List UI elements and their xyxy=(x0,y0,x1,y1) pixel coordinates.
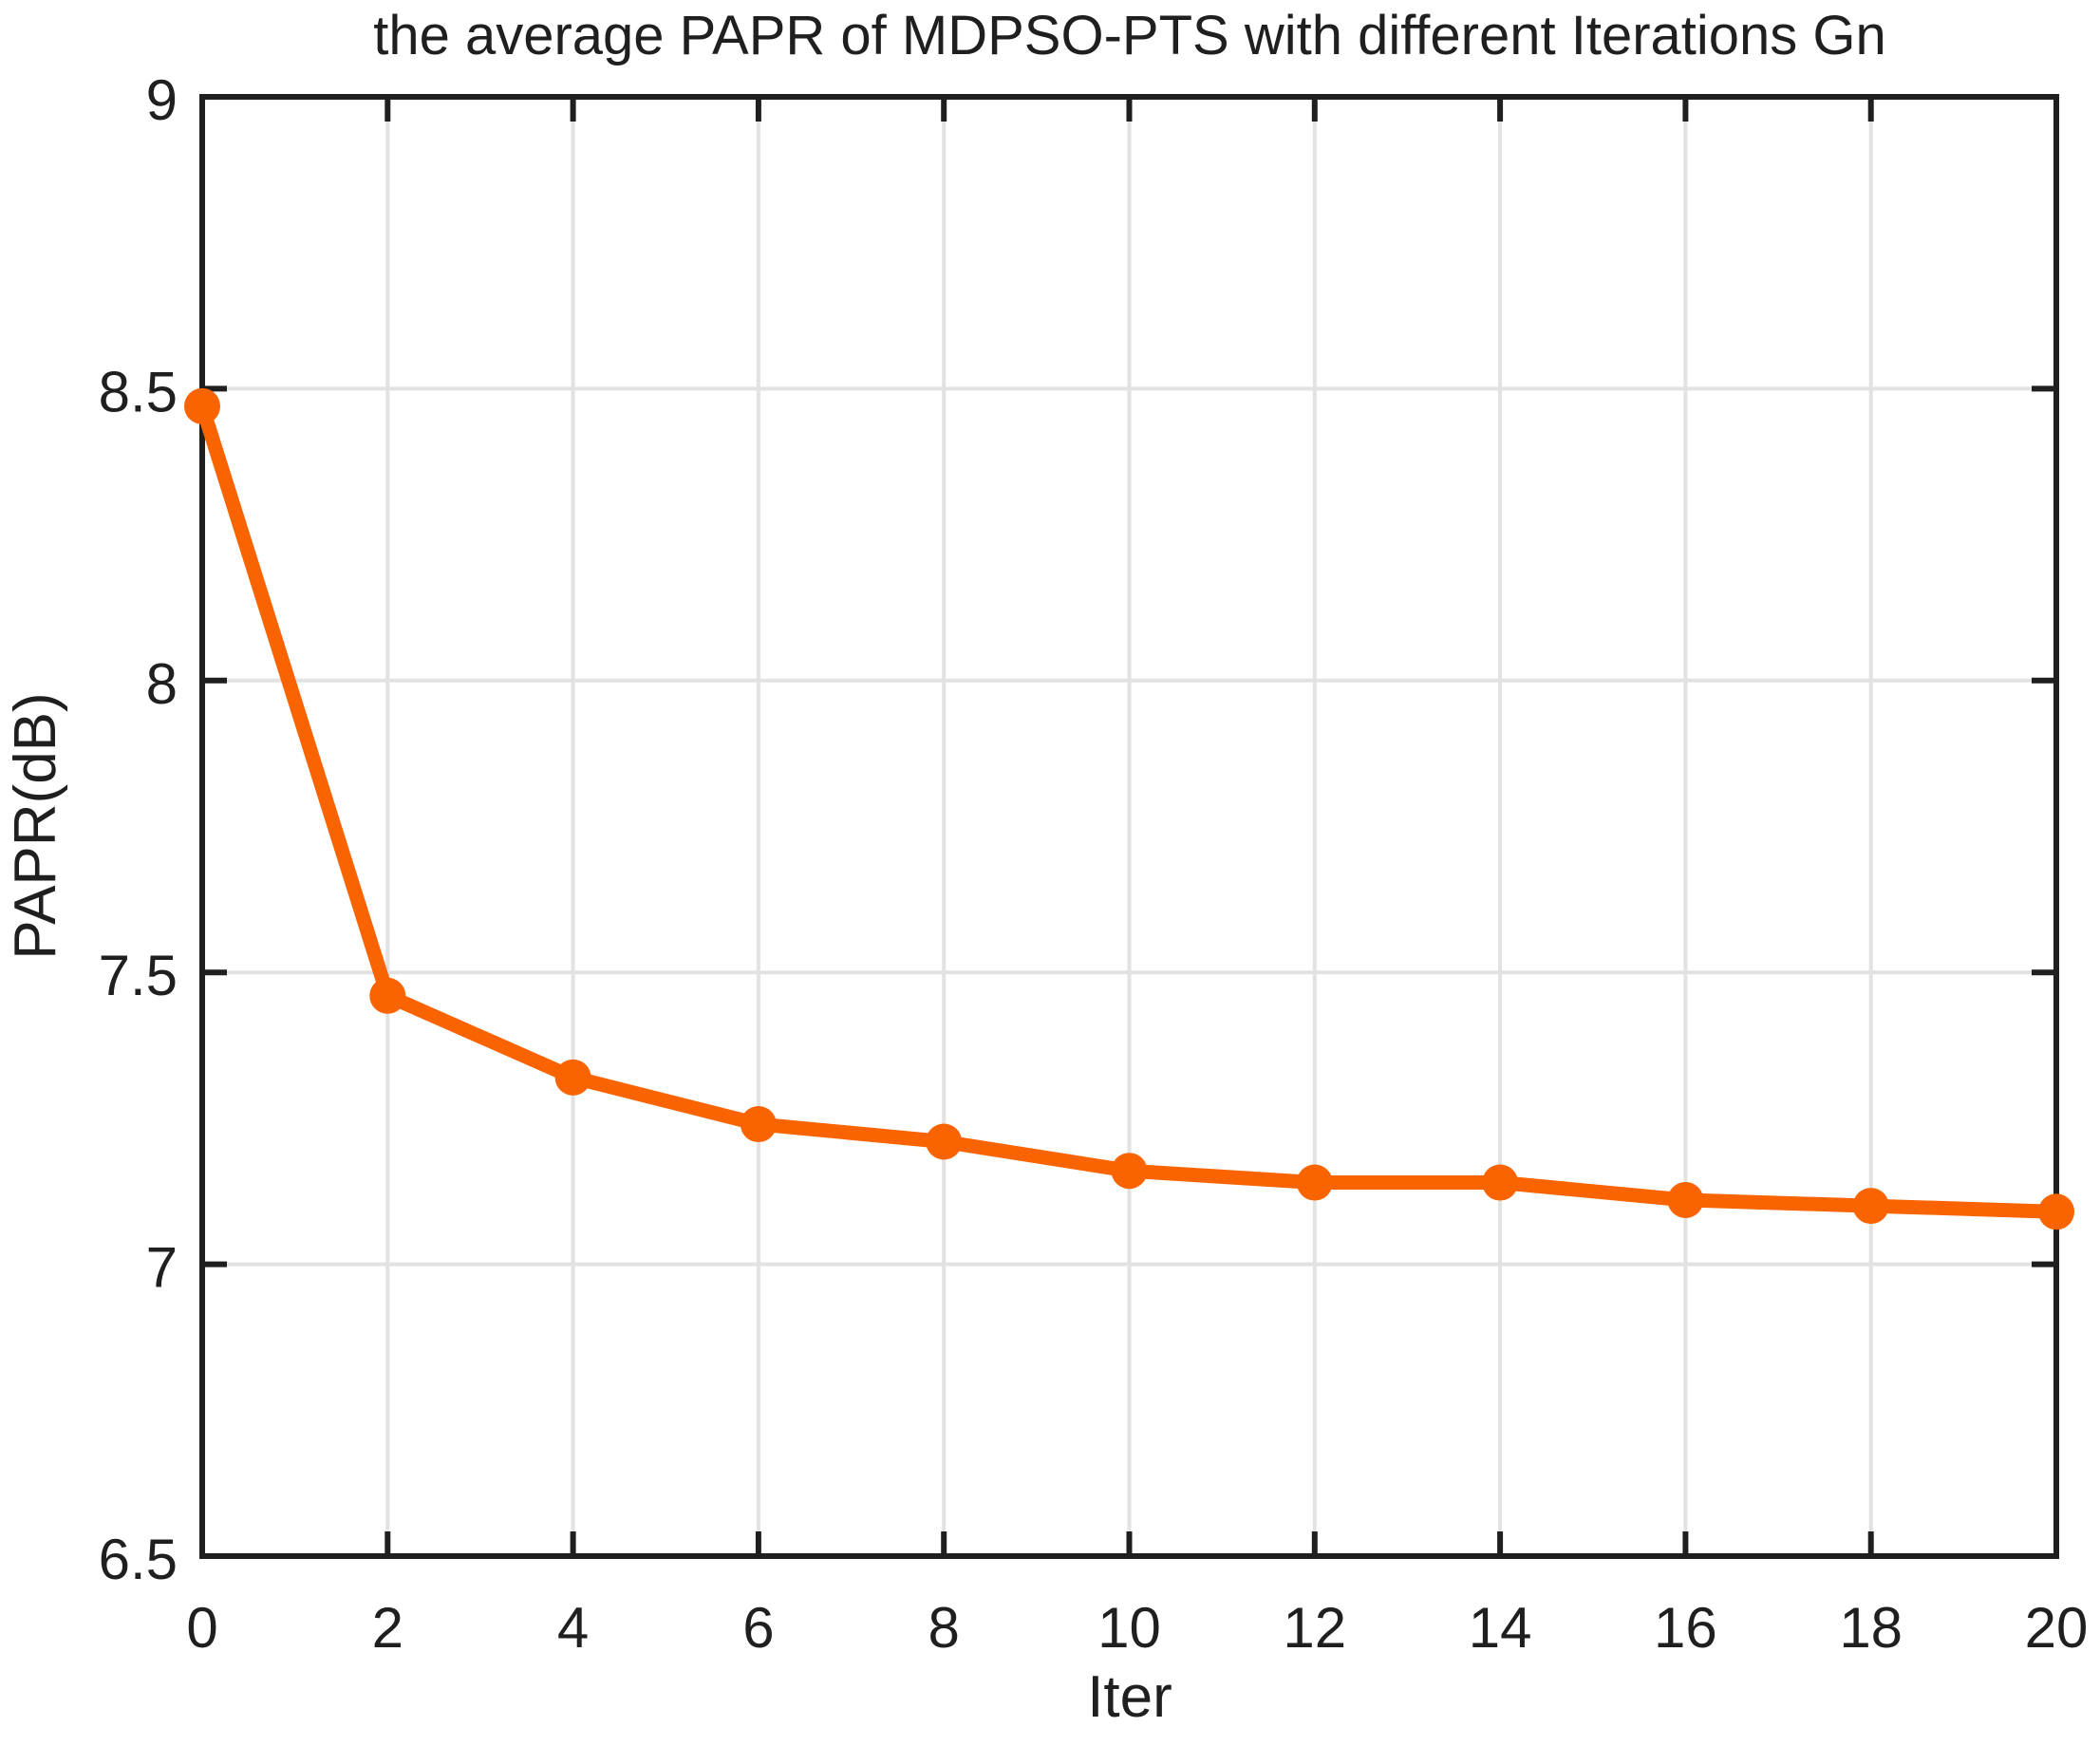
x-tick-label: 6 xyxy=(742,1596,774,1660)
y-tick-label: 7 xyxy=(146,1236,178,1300)
x-tick-label: 14 xyxy=(1469,1596,1532,1660)
y-axis-label: PAPR(dB) xyxy=(3,692,68,959)
data-point-marker xyxy=(1296,1164,1333,1201)
y-tick-label: 6.5 xyxy=(99,1528,178,1591)
gridlines xyxy=(202,97,2056,1556)
y-tick-label: 9 xyxy=(146,68,178,132)
x-tick-label: 18 xyxy=(1839,1596,1903,1660)
data-point-marker xyxy=(1667,1181,1704,1218)
data-point-marker xyxy=(184,387,220,424)
x-tick-label: 10 xyxy=(1097,1596,1161,1660)
data-point-marker xyxy=(1852,1188,1889,1225)
x-tick-label: 20 xyxy=(2025,1596,2089,1660)
data-point-marker xyxy=(554,1059,591,1096)
data-point-marker xyxy=(2038,1193,2074,1230)
x-tick-label: 12 xyxy=(1283,1596,1346,1660)
x-tick-label: 0 xyxy=(186,1596,217,1660)
data-series xyxy=(184,387,2074,1230)
x-axis-label: Iter xyxy=(1087,1664,1172,1730)
y-tick-label: 8.5 xyxy=(99,360,178,423)
x-tick-label: 2 xyxy=(372,1596,403,1660)
data-point-marker xyxy=(1482,1164,1519,1201)
y-tick-label: 8 xyxy=(146,652,178,716)
x-tick-label: 8 xyxy=(928,1596,960,1660)
chart-title: the average PAPR of MDPSO-PTS with diffe… xyxy=(373,5,1886,66)
data-point-marker xyxy=(740,1106,777,1143)
data-point-marker xyxy=(926,1123,963,1160)
tick-labels: 0 2 4 6 8 10 12 14 16 18 20 6.5 7 7.5 8 8.5 9 xyxy=(99,68,2089,1660)
axes-box xyxy=(199,94,2059,1559)
data-point-marker xyxy=(369,977,406,1014)
x-tick-label: 4 xyxy=(557,1596,589,1660)
plot-box xyxy=(199,94,2059,1559)
data-point-marker xyxy=(1111,1153,1148,1190)
x-tick-label: 16 xyxy=(1654,1596,1717,1660)
y-tick-label: 7.5 xyxy=(99,944,178,1007)
